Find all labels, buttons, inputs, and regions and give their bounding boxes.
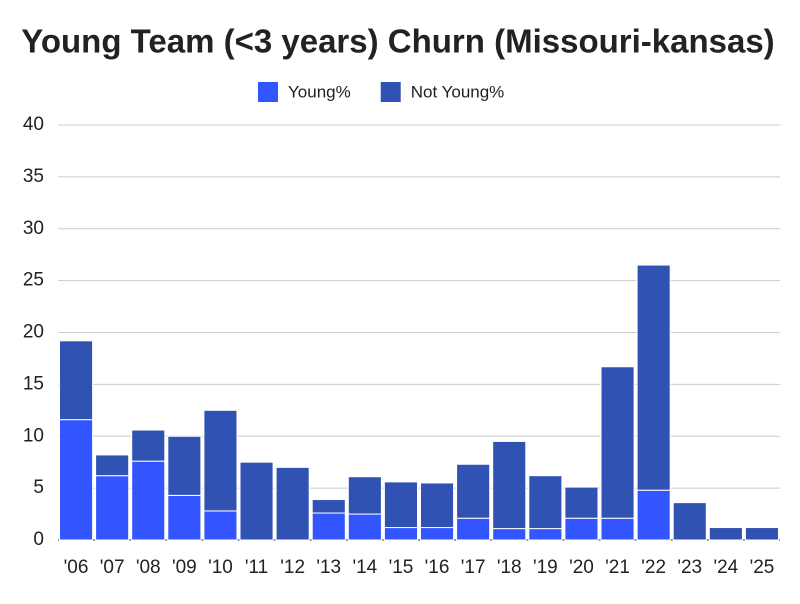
bar-segment [528,475,563,530]
x-tick-label: '18 [497,557,522,578]
bar-segment [744,527,780,541]
bar-segment [600,366,635,519]
bar-segment [383,481,418,529]
bar-segment [456,463,491,519]
chart-title: Young Team (<3 years) Churn (Missouri-ka… [21,23,774,60]
x-tick-label: '10 [208,557,233,578]
bar-segment [239,461,274,541]
y-tick-label: 20 [23,322,44,343]
y-tick-label: 15 [23,373,44,394]
y-tick-label: 40 [23,114,44,135]
bar-segment [456,517,491,541]
x-tick-label: '17 [461,557,486,578]
bar-segment [59,419,94,541]
bar-segment [167,435,202,496]
x-tick-label: '16 [425,557,450,578]
legend-label: Not Young% [411,82,505,101]
x-tick-label: '22 [641,557,666,578]
x-tick-label: '09 [172,557,197,578]
x-tick-label: '12 [280,557,305,578]
x-tick-label: '19 [533,557,558,578]
bar-segment [167,494,202,541]
bar-segment [564,486,599,519]
x-tick-label: '14 [352,557,377,578]
bar-segment [636,489,671,541]
y-tick-label: 35 [23,166,44,187]
bar-segment [311,512,346,541]
bar-segment [492,528,527,541]
bar-segment [672,502,707,541]
bar-segment [275,466,310,541]
bar-segment [600,517,635,541]
bar-segment [347,476,382,515]
bar-segment [528,528,563,541]
x-tick-label: '07 [100,557,125,578]
x-tick-label: '13 [316,557,341,578]
bar-segment [131,460,166,541]
x-tick-label: '08 [136,557,161,578]
x-tick-label: '15 [389,557,414,578]
bar-segment [636,264,671,491]
y-tick-label: 5 [33,477,44,498]
x-tick-label: '20 [569,557,594,578]
bar-segment [311,499,346,514]
bar-segment [708,527,743,541]
y-tick-label: 10 [23,425,44,446]
bar-segment [564,517,599,541]
bar-segment [420,482,455,529]
x-tick-label: '11 [245,557,268,578]
bar-segment [131,429,166,462]
x-tick-label: '06 [64,557,89,578]
y-tick-label: 30 [23,218,44,239]
y-tick-label: 0 [33,529,44,550]
bar-segment [203,409,238,512]
x-tick-label: '23 [677,557,702,578]
bar-segment [347,513,382,541]
bar-segment [383,527,418,541]
y-tick-label: 25 [23,270,44,291]
legend-swatch [380,82,401,102]
x-tick-label: '21 [605,557,630,578]
bar-segment [59,340,94,421]
legend-swatch [258,82,278,102]
bar-segment [492,440,527,530]
bar-segment [203,510,238,541]
x-tick-label: '25 [750,557,775,578]
legend-label: Young% [288,82,351,101]
x-tick-label: '24 [713,557,738,578]
bar-segment [420,527,455,541]
bar-segment [95,475,130,541]
bar-segment [95,454,130,477]
